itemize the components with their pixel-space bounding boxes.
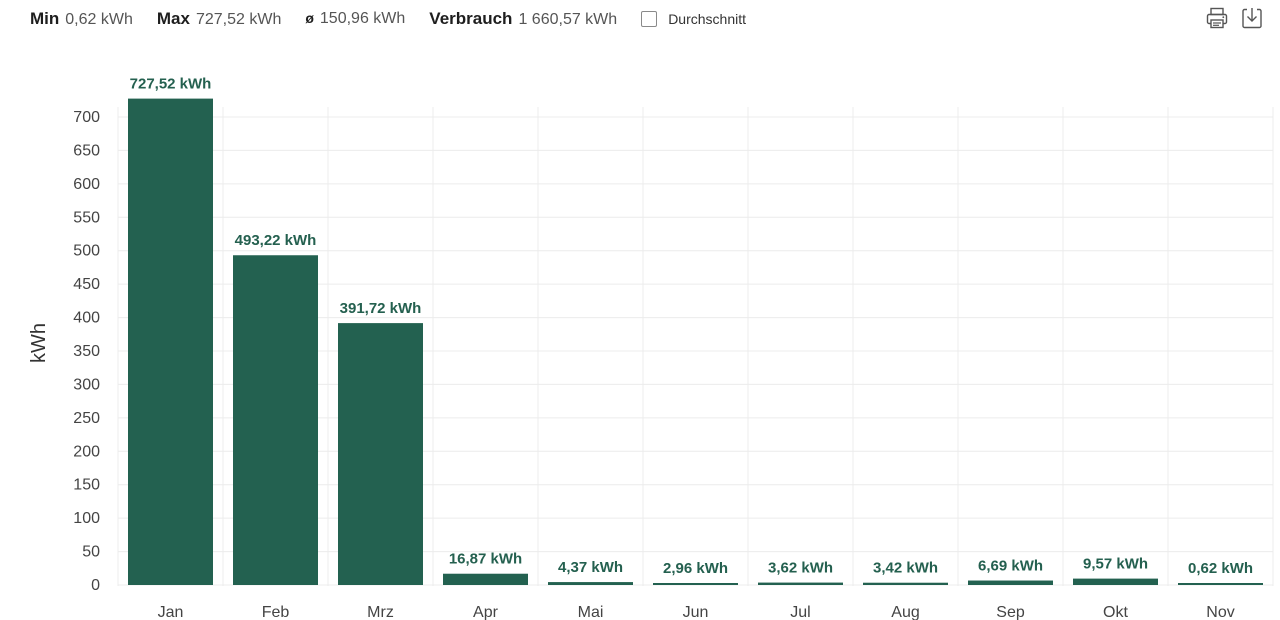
x-tick-label: Mai <box>578 604 604 620</box>
y-tick-label: 700 <box>73 109 100 126</box>
y-tick-label: 600 <box>73 176 100 193</box>
x-tick-label: Feb <box>262 604 290 620</box>
x-tick-label: Aug <box>891 604 919 620</box>
x-tick-label: Mrz <box>367 604 394 620</box>
average-toggle[interactable]: Durchschnitt <box>641 11 746 27</box>
y-tick-label: 50 <box>82 544 100 561</box>
stat-min-value: 0,62 kWh <box>65 11 133 28</box>
y-tick-label: 250 <box>73 410 100 427</box>
y-tick-label: 300 <box>73 376 100 393</box>
y-tick-label: 200 <box>73 443 100 460</box>
y-tick-label: 100 <box>73 510 100 527</box>
stat-max-label: Max <box>156 9 190 28</box>
y-tick-label: 350 <box>73 343 100 360</box>
bar[interactable] <box>1073 578 1158 585</box>
bar[interactable] <box>548 582 633 585</box>
data-label: 3,42 kWh <box>873 560 938 577</box>
data-label: 3,62 kWh <box>768 560 833 577</box>
x-tick-label: Apr <box>473 604 499 620</box>
average-checkbox[interactable] <box>641 11 658 27</box>
bar[interactable] <box>863 582 948 585</box>
stat-max: Max 727,52 kWh <box>157 9 281 29</box>
bar[interactable] <box>338 323 423 585</box>
stat-max-value: 727,52 kWh <box>195 11 282 28</box>
y-tick-label: 0 <box>91 577 100 594</box>
stat-consumption-value: 1 660,57 kWh <box>518 11 618 28</box>
x-tick-label: Okt <box>1103 604 1128 620</box>
average-symbol: ø <box>305 10 314 26</box>
stat-consumption: Verbrauch 1 660,57 kWh <box>429 9 617 29</box>
data-label: 2,96 kWh <box>663 560 728 577</box>
bar-layer <box>128 98 1263 585</box>
bar[interactable] <box>1178 583 1263 585</box>
x-tick-label: Nov <box>1206 604 1234 620</box>
x-tick-label: Jul <box>790 604 810 620</box>
bar[interactable] <box>443 573 528 585</box>
stat-min: Min 0,62 kWh <box>30 9 133 29</box>
y-tick-label: 400 <box>73 310 100 327</box>
data-label: 391,72 kWh <box>340 300 422 317</box>
stat-consumption-label: Verbrauch <box>429 9 513 28</box>
bar[interactable] <box>653 583 738 585</box>
bar[interactable] <box>968 580 1053 585</box>
y-tick-label: 450 <box>73 276 100 293</box>
printer-icon <box>1206 7 1228 29</box>
label-layer: 727,52 kWh 493,22 kWh 391,72 kWh 16,87 kWh 4… <box>130 76 1253 577</box>
data-label: 493,22 kWh <box>235 232 317 249</box>
data-label: 6,69 kWh <box>978 558 1043 575</box>
download-icon <box>1242 8 1262 29</box>
bar[interactable] <box>233 255 318 585</box>
average-toggle-label: Durchschnitt <box>668 11 746 27</box>
y-tick-label: 150 <box>73 477 100 494</box>
stat-min-label: Min <box>30 9 60 28</box>
data-label: 727,52 kWh <box>130 76 212 93</box>
download-button[interactable] <box>1240 6 1264 30</box>
y-tick-label: 550 <box>73 209 100 226</box>
x-tick-label: Jun <box>683 604 709 620</box>
x-tick-label: Jan <box>158 604 184 620</box>
data-label: 4,37 kWh <box>558 559 623 576</box>
data-label: 9,57 kWh <box>1083 556 1148 573</box>
stat-average: ø 150,96 kWh <box>305 10 405 28</box>
print-button[interactable] <box>1205 6 1229 30</box>
y-axis-label: kWh <box>28 323 50 363</box>
x-tick-label: Sep <box>996 604 1025 620</box>
bar[interactable] <box>758 582 843 585</box>
stat-average-value: 150,96 kWh <box>319 10 406 27</box>
y-tick-label: 500 <box>73 243 100 260</box>
data-label: 16,87 kWh <box>449 551 522 568</box>
axis-layer: 0 50 100 150 200 250 300 350 400 450 500 550 600 650 7… <box>28 109 1235 620</box>
data-label: 0,62 kWh <box>1188 560 1253 577</box>
bar[interactable] <box>128 98 213 585</box>
stats-bar: Min 0,62 kWh Max 727,52 kWh ø 150,96 kWh… <box>30 8 746 30</box>
y-tick-label: 650 <box>73 142 100 159</box>
